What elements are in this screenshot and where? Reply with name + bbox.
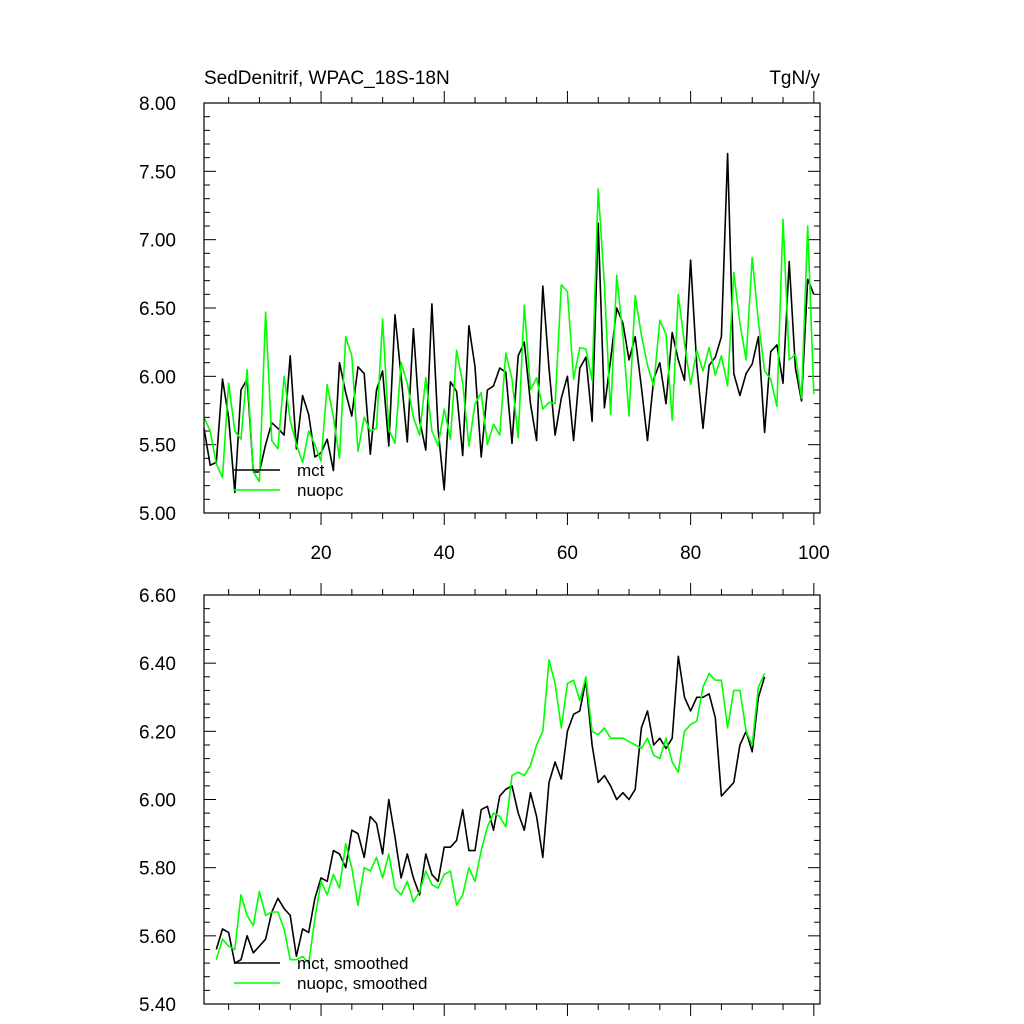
y-tick-label: 5.60 (139, 927, 176, 948)
y-tick-label: 6.40 (139, 654, 176, 675)
y-tick-label: 5.40 (139, 995, 176, 1016)
y-tick-label: 6.20 (139, 722, 176, 743)
y-tick-label: 7.00 (139, 231, 176, 252)
bottom-panel-legend: mct, smoothed nuopc, smoothed (234, 954, 427, 993)
series-line-nuopc (203, 188, 815, 483)
series-line-mct-smoothed (215, 655, 766, 964)
y-tick-label: 7.50 (139, 162, 176, 183)
y-tick-label: 5.00 (139, 504, 176, 525)
y-tick-label: 8.00 (139, 94, 176, 115)
top-panel-units: TgN/y (769, 68, 820, 89)
bottom-panel-series (215, 655, 766, 964)
top-panel-y-tick-labels: 5.00 5.50 6.00 6.50 7.00 7.50 8.00 (139, 94, 176, 525)
y-tick-label: 6.00 (139, 367, 176, 388)
y-tick-label: 6.00 (139, 791, 176, 812)
legend-label-nuopc: nuopc (297, 481, 344, 500)
bottom-panel-ticks (204, 583, 820, 1016)
bottom-panel-y-tick-labels: 5.40 5.60 5.80 6.00 6.20 6.40 6.60 (139, 586, 176, 1016)
x-tick-label: 100 (798, 543, 830, 564)
x-tick-label: 60 (557, 543, 578, 564)
legend-label-mct: mct (297, 461, 325, 480)
top-panel-frame (203, 102, 821, 514)
x-tick-label: 80 (680, 543, 701, 564)
y-tick-label: 6.50 (139, 299, 176, 320)
top-panel-title: SedDenitrif, WPAC_18S-18N (204, 68, 450, 89)
x-tick-label: 20 (310, 543, 331, 564)
y-tick-label: 5.80 (139, 859, 176, 880)
y-tick-label: 6.60 (139, 586, 176, 607)
top-panel: SedDenitrif, WPAC_18S-18N TgN/y 5.00 5.50… (139, 68, 830, 564)
y-tick-label: 5.50 (139, 436, 176, 457)
bottom-panel-frame (203, 594, 821, 1005)
legend-label-nuopc-smoothed: nuopc, smoothed (297, 974, 427, 993)
bottom-panel: 5.40 5.60 5.80 6.00 6.20 6.40 6.60 mct, smooth… (139, 583, 821, 1016)
series-line-nuopc-smoothed (215, 658, 766, 964)
x-tick-label: 40 (434, 543, 455, 564)
top-panel-legend: mct nuopc (234, 461, 344, 500)
top-panel-series (203, 152, 815, 494)
top-panel-x-tick-labels: 20 40 60 80 100 (310, 543, 829, 564)
legend-label-mct-smoothed: mct, smoothed (297, 954, 409, 973)
